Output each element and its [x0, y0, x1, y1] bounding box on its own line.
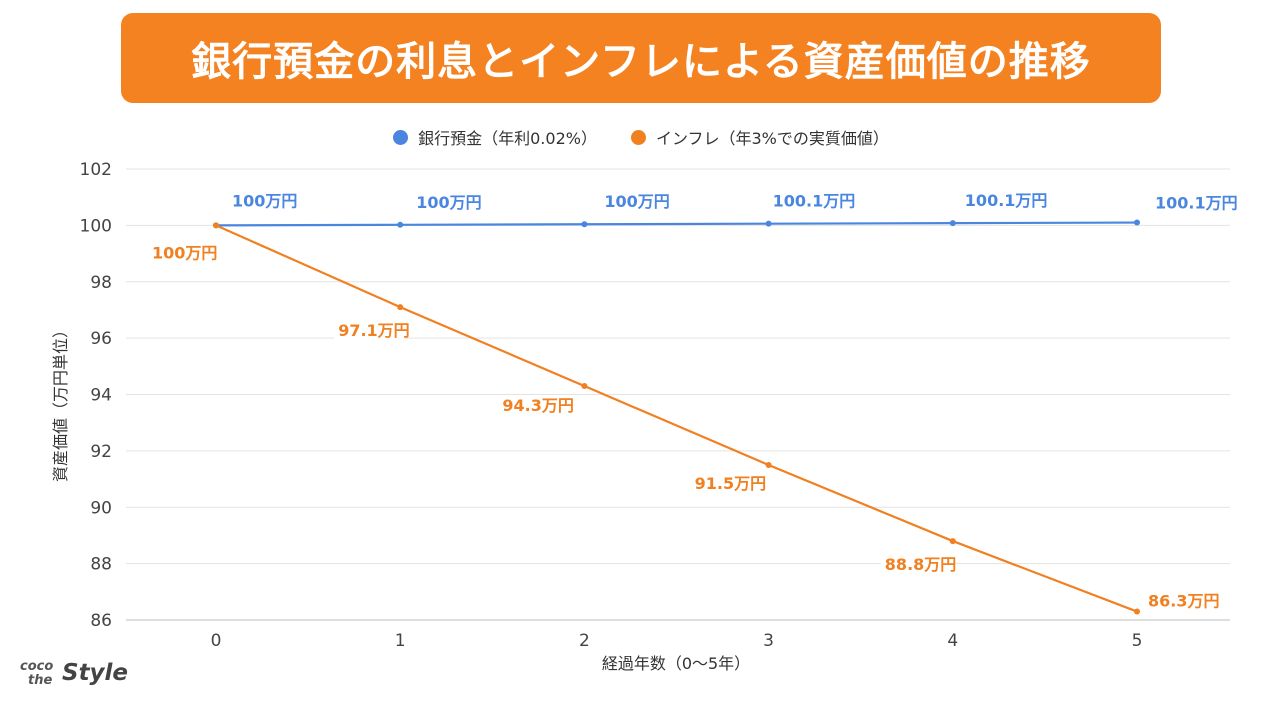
y-tick-label-92: 92 [90, 442, 112, 462]
data-label-bg-inflation-4 [880, 554, 952, 577]
y-tick-label-96: 96 [90, 329, 112, 349]
data-point-bank-2 [581, 221, 588, 228]
series-line-inflation [215, 224, 1138, 613]
data-label-bg-bank-0 [228, 190, 289, 213]
legend-item-inflation[interactable]: インフレ（年3%での実質価値） [630, 125, 889, 149]
y-tick-label-94: 94 [90, 386, 112, 406]
data-label-bank-0: 100万円 [232, 191, 297, 210]
legend-dot-inflation [630, 129, 646, 145]
legend-item-bank[interactable]: 銀行預金（年利0.02%） [393, 125, 597, 149]
legend-dot-bank [393, 129, 409, 145]
data-label-inflation-0: 100万円 [152, 243, 217, 262]
x-tick-label-2: 2 [579, 631, 590, 651]
data-label-bg-inflation-1 [334, 320, 406, 343]
x-axis-title: 経過年数（0〜5年） [602, 654, 750, 673]
data-label-bg-inflation-5 [1144, 590, 1215, 613]
logo-text-the: the [28, 673, 53, 688]
data-label-bg-bank-5 [1151, 192, 1233, 215]
data-label-bank-1: 100万円 [416, 193, 481, 212]
data-label-inflation-4: 88.8万円 [885, 555, 956, 574]
data-label-bg-bank-1 [412, 191, 473, 214]
data-point-inflation-4 [949, 538, 956, 545]
data-label-bank-3: 100.1万円 [773, 192, 856, 211]
data-label-bg-bank-2 [600, 191, 661, 214]
data-label-inflation-1: 97.1万円 [338, 321, 409, 340]
data-point-bank-1 [397, 221, 404, 228]
logo-text-coco: coco [20, 659, 54, 674]
logo-text-style: Style [62, 660, 129, 686]
legend-label-bank: 銀行預金（年利0.02%） [418, 129, 597, 148]
y-tick-label-100: 100 [80, 216, 112, 236]
y-tick-label-86: 86 [90, 611, 112, 631]
data-point-bank-4 [949, 220, 956, 227]
y-tick-label-98: 98 [90, 273, 112, 293]
data-point-bank-5 [1134, 219, 1140, 226]
data-label-bank-5: 100.1万円 [1155, 194, 1238, 213]
data-label-bg-inflation-0 [148, 242, 209, 265]
data-point-inflation-5 [1134, 608, 1140, 615]
legend: 銀行預金（年利0.02%） インフレ（年3%での実質価値） [0, 126, 1282, 148]
y-axis-title: 資産価値（万円単位） [51, 322, 70, 482]
data-label-inflation-3: 91.5万円 [695, 474, 766, 493]
data-label-bank-4: 100.1万円 [965, 191, 1048, 210]
x-tick-label-3: 3 [763, 631, 774, 651]
y-tick-label-90: 90 [90, 498, 112, 518]
series-line-bank [215, 221, 1138, 227]
x-tick-label-4: 4 [947, 631, 958, 651]
data-point-bank-3 [765, 220, 772, 227]
x-tick-label-5: 5 [1132, 631, 1143, 651]
chart-title: 銀行預金の利息とインフレによる資産価値の推移 [191, 39, 1091, 85]
data-label-bg-bank-3 [768, 190, 851, 213]
data-label-inflation-5: 86.3万円 [1148, 592, 1219, 611]
data-point-inflation-3 [765, 461, 772, 468]
data-point-inflation-1 [397, 304, 404, 311]
data-label-bank-2: 100万円 [604, 192, 669, 211]
data-label-bg-inflation-2 [498, 395, 570, 418]
data-point-inflation-2 [581, 383, 588, 390]
title-banner: 銀行預金の利息とインフレによる資産価値の推移 [121, 13, 1161, 103]
data-label-bg-bank-4 [960, 190, 1043, 213]
x-tick-label-1: 1 [395, 631, 406, 651]
y-tick-label-102: 102 [80, 160, 112, 180]
y-tick-label-88: 88 [90, 555, 112, 575]
brand-logo: coco the Style [20, 654, 140, 694]
legend-label-inflation: インフレ（年3%での実質価値） [655, 129, 889, 148]
data-label-bg-inflation-3 [690, 472, 762, 495]
data-point-inflation-0 [213, 222, 219, 229]
x-tick-label-0: 0 [211, 631, 222, 651]
data-label-inflation-2: 94.3万円 [502, 396, 573, 415]
